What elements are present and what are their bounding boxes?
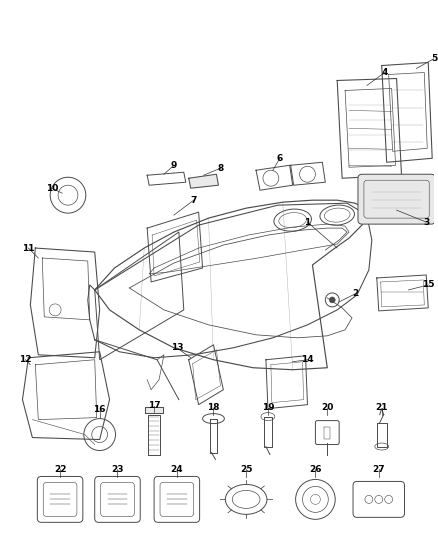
Text: 1: 1 [304, 217, 311, 227]
Text: 14: 14 [301, 356, 314, 364]
Text: 20: 20 [321, 403, 333, 412]
Text: 25: 25 [240, 465, 252, 474]
Text: 22: 22 [54, 465, 66, 474]
Text: 17: 17 [148, 401, 160, 410]
Text: 10: 10 [46, 184, 58, 193]
Polygon shape [189, 174, 219, 188]
Text: 19: 19 [261, 403, 274, 412]
Text: 3: 3 [423, 217, 429, 227]
Text: 12: 12 [19, 356, 32, 364]
Text: 8: 8 [217, 164, 223, 173]
Text: 23: 23 [111, 465, 124, 474]
Text: 11: 11 [22, 244, 35, 253]
Circle shape [329, 297, 335, 303]
Text: 6: 6 [277, 154, 283, 163]
Text: 26: 26 [309, 465, 321, 474]
Text: 4: 4 [381, 68, 388, 77]
Text: 13: 13 [171, 343, 183, 352]
Text: 24: 24 [170, 465, 183, 474]
Text: 2: 2 [352, 289, 358, 298]
Text: 7: 7 [191, 196, 197, 205]
Text: 18: 18 [207, 403, 220, 412]
Text: 5: 5 [431, 54, 437, 63]
Text: 16: 16 [93, 405, 106, 414]
Text: 27: 27 [372, 465, 385, 474]
Text: 9: 9 [171, 161, 177, 170]
Text: 21: 21 [375, 403, 388, 412]
Polygon shape [145, 407, 163, 413]
Text: 15: 15 [422, 280, 434, 289]
FancyBboxPatch shape [358, 174, 435, 224]
